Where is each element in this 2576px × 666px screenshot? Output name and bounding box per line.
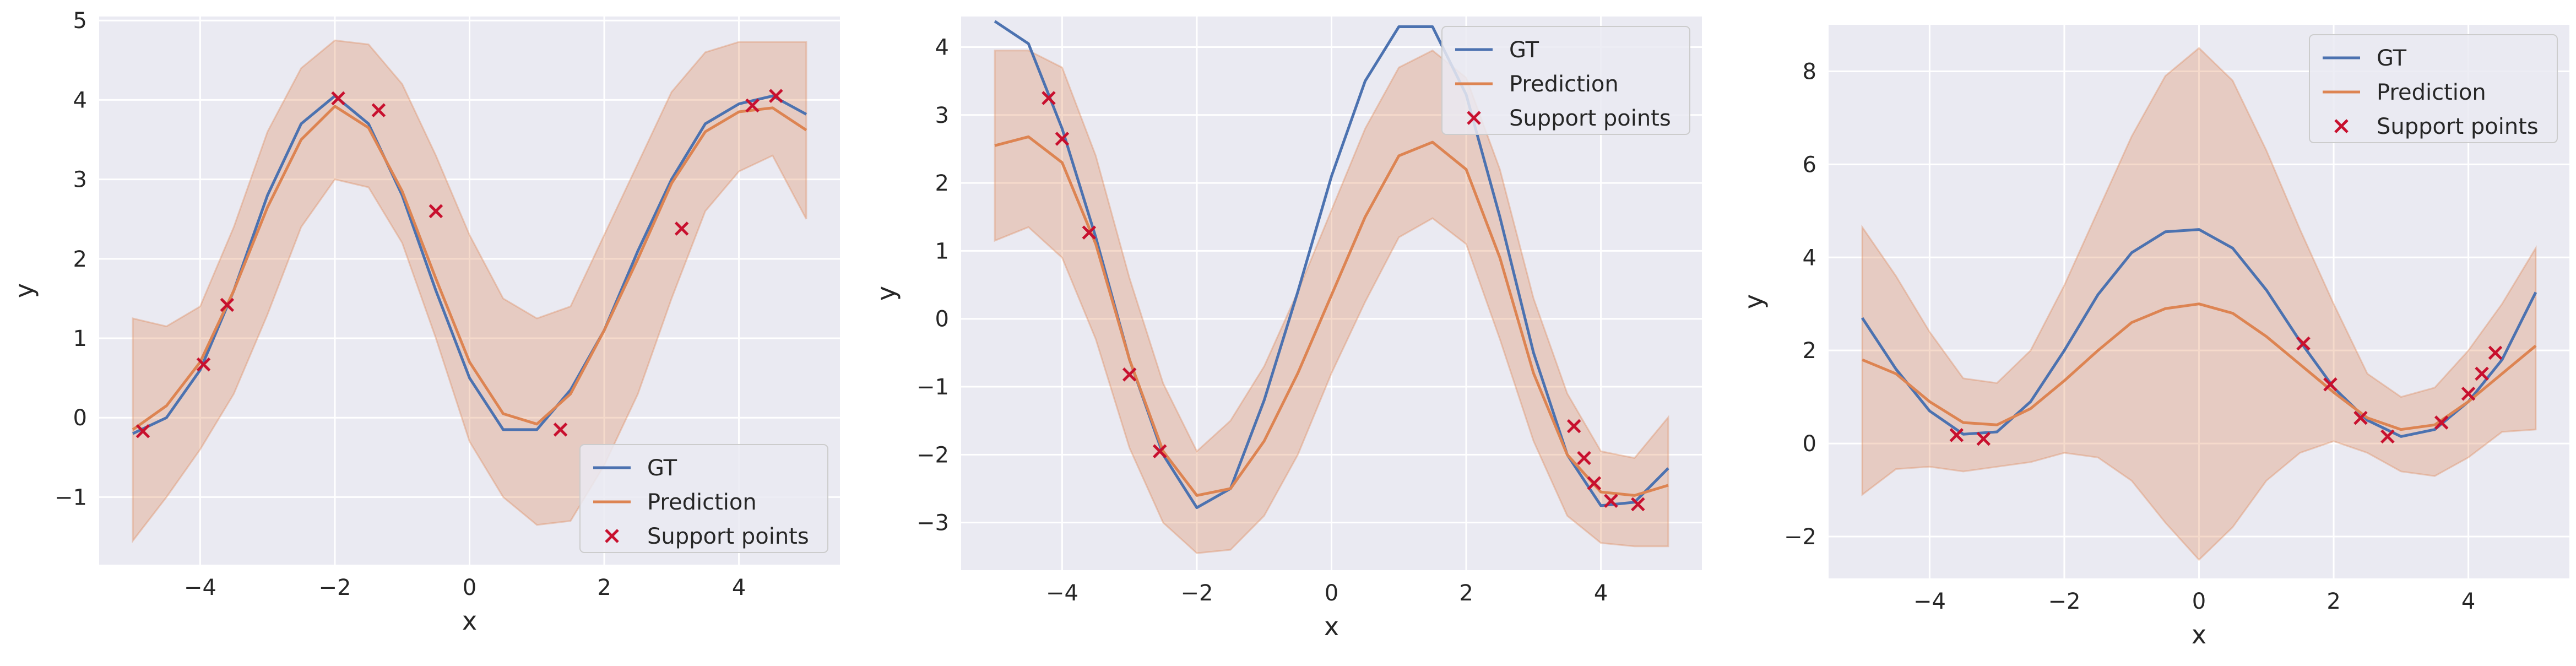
y-tick-label: 5 [73,8,87,34]
y-tick-label: −1 [55,485,87,510]
y-tick-label: 4 [73,88,87,113]
x-tick-label: 2 [2326,589,2340,614]
support-point [1577,451,1591,465]
prediction-line [994,135,1669,497]
legend-label: Prediction [647,490,757,515]
y-tick-label: 3 [73,167,87,193]
uncertainty-band [994,49,1669,554]
legend: GT Prediction Support points [579,444,828,553]
legend-label: Support points [1509,106,1671,131]
legend-label: GT [2377,46,2407,71]
support-point [1152,444,1167,458]
legend-label: Prediction [1509,72,1619,97]
prediction-line [132,105,807,431]
y-axis-label: y [1739,294,1769,309]
x-tick-label: −2 [2048,589,2080,614]
support-point [2461,386,2476,401]
y-tick-label: 0 [73,405,87,431]
support-point [220,297,235,312]
support-point [2434,415,2449,430]
legend-swatch-support-points [1467,111,1481,125]
chart-panel-2: −4 −2 0 2 4 −3 −2 −1 0 1 2 3 4 x y GT Prediction Support … [871,17,1702,641]
prediction-line [1862,302,2537,431]
support-point [553,423,568,437]
x-axis-label: x [1324,611,1339,641]
x-tick-label: −4 [1046,581,1078,606]
support-point [2323,377,2338,392]
x-tick-label: 0 [1325,581,1338,606]
x-tick-label: 4 [1594,581,1608,606]
y-tick-label: 0 [1803,431,1816,457]
y-tick-label: 2 [935,171,949,196]
legend-swatch-support-points [605,529,619,543]
support-point [745,98,760,113]
support-point [2488,345,2503,360]
x-tick-label: 0 [463,575,476,600]
x-tick-label: −2 [1180,581,1213,606]
support-point [2296,336,2311,351]
y-axis-label: y [871,286,901,301]
support-point [1587,476,1602,490]
gt-line [132,94,807,435]
y-tick-label: −1 [916,375,949,400]
support-point [1055,132,1070,146]
y-tick-label: 0 [935,307,949,332]
support-point [674,221,689,236]
legend-label: Prediction [2377,80,2486,105]
legend-label: GT [647,456,677,481]
legend-label: Support points [647,524,809,549]
support-point [769,89,783,103]
y-tick-label: 4 [1803,245,1816,270]
support-point [1976,431,1991,446]
y-tick-label: 4 [935,35,949,60]
x-tick-label: 2 [597,575,611,600]
support-point [2475,366,2489,381]
support-point [371,103,386,117]
y-tick-label: −2 [916,442,949,468]
x-tick-label: 0 [2192,589,2206,614]
support-point [331,91,345,106]
chart-panel-1: −4 −2 0 2 4 −1 0 1 2 3 4 5 x y GT Prediction Support poi… [9,8,840,636]
y-axis-label: y [9,283,39,298]
legend: GT Prediction Support points [2309,34,2558,143]
x-axis-label: x [462,606,477,636]
x-tick-label: 2 [1459,581,1473,606]
x-axis-label: x [2192,620,2206,649]
x-tick-label: −4 [1913,589,1946,614]
legend-swatch-support-points [2334,119,2349,133]
y-tick-label: −2 [1784,524,1816,550]
legend-label: Support points [2377,114,2539,139]
y-tick-label: 8 [1803,59,1816,84]
x-tick-label: −4 [184,575,216,600]
y-tick-label: −3 [916,511,949,536]
support-point [1082,225,1097,240]
x-tick-label: 4 [2461,589,2475,614]
support-point [1042,91,1056,105]
support-point [2353,410,2368,425]
support-point [429,204,443,219]
support-point [196,357,211,372]
y-tick-label: 2 [73,247,87,272]
support-point [1604,494,1618,508]
y-tick-label: 1 [73,326,87,351]
legend-label: GT [1509,37,1539,63]
support-point [2380,429,2395,444]
support-point [1566,419,1581,434]
gt-line [1861,228,2537,438]
support-point [1949,428,1964,442]
y-tick-label: 6 [1803,152,1816,177]
support-point [1122,367,1137,382]
x-tick-label: 4 [732,575,746,600]
support-point [1631,497,1645,512]
support-point [135,424,150,438]
y-tick-label: 2 [1803,338,1816,364]
y-tick-label: 3 [935,103,949,128]
y-tick-label: 1 [935,239,949,264]
legend: GT Prediction Support points [1441,26,1690,135]
chart-panel-3: −4 −2 0 2 4 −2 0 2 4 6 8 x y GT Prediction Support poin… [1739,25,2569,649]
uncertainty-band [132,39,807,544]
x-tick-label: −2 [318,575,351,600]
